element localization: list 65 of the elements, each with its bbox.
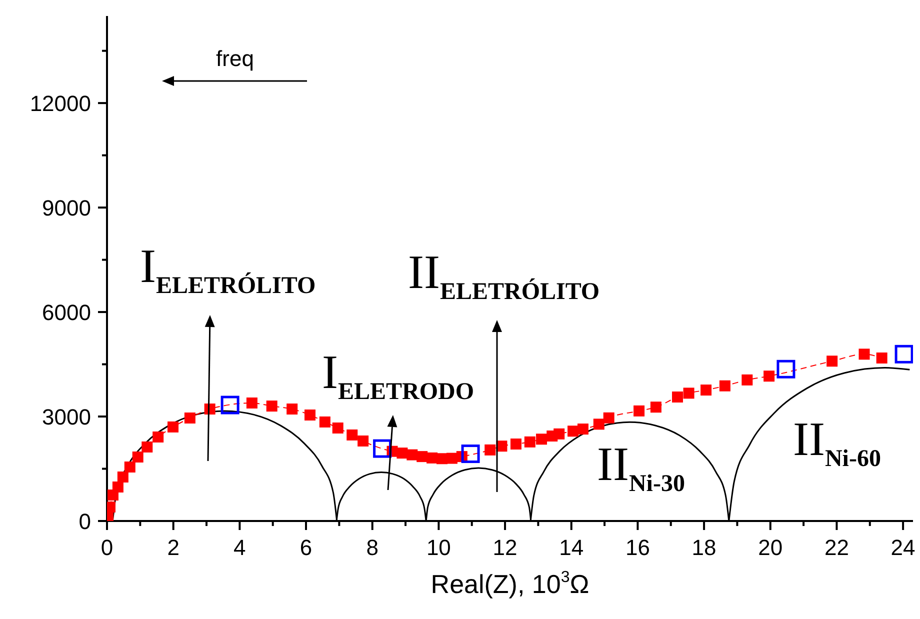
x-tick-label: 6 <box>300 535 312 560</box>
point <box>593 418 604 430</box>
x-tick-label: 12 <box>492 535 518 560</box>
x-tick-label: 2 <box>167 535 180 560</box>
point <box>220 396 240 414</box>
x-tick-label: 20 <box>758 535 783 560</box>
point <box>461 444 480 464</box>
annotation: I$_{ELETRÓLITO}$ <box>140 240 316 299</box>
point <box>124 462 136 473</box>
point <box>346 429 358 440</box>
x-tick-label: 16 <box>625 535 650 560</box>
point <box>168 421 179 432</box>
x-tick-label: 0 <box>100 535 114 560</box>
point <box>142 441 153 452</box>
point <box>112 482 124 493</box>
point <box>246 398 258 409</box>
x-tick-label: 22 <box>824 535 849 560</box>
annotation: I$_{ELETRODO}$ <box>322 346 474 405</box>
x-tick-label: 10 <box>426 535 451 560</box>
point <box>132 452 144 463</box>
point <box>184 412 196 424</box>
point <box>776 360 796 378</box>
x-tick-label: 8 <box>366 535 378 560</box>
point <box>719 380 730 392</box>
point <box>700 384 712 396</box>
y-tick-label: 0 <box>78 509 91 534</box>
point <box>332 422 344 434</box>
annotation: freq <box>216 46 254 71</box>
point <box>742 374 753 386</box>
point <box>577 424 588 435</box>
point <box>683 388 694 399</box>
y-tick-label: 9000 <box>42 196 91 221</box>
x-tick-label: 14 <box>559 535 584 560</box>
point <box>764 370 775 382</box>
x-tick-label: 24 <box>890 535 916 560</box>
point <box>826 356 838 367</box>
point <box>484 444 496 456</box>
point <box>536 434 548 445</box>
point <box>358 436 369 446</box>
point <box>634 405 645 416</box>
y-tick-label: 3000 <box>42 404 91 430</box>
point <box>152 431 164 442</box>
x-tick-label: 18 <box>692 535 716 560</box>
point <box>117 472 128 483</box>
point <box>286 404 298 415</box>
annotation: II$_{Ni-60}$ <box>793 413 881 472</box>
point <box>524 436 536 448</box>
point <box>603 412 614 424</box>
point <box>672 392 683 403</box>
x-tick-label: 4 <box>234 535 246 560</box>
point <box>650 402 662 413</box>
x-axis-title: Real(Z), 10$^{3}$Ω <box>430 568 590 599</box>
point <box>304 410 316 421</box>
y-tick-label: 12000 <box>30 91 91 116</box>
point <box>876 352 888 364</box>
point <box>266 400 278 412</box>
annotation: II$_{Ni-30}$ <box>597 438 685 497</box>
point <box>319 416 330 428</box>
annotation: II$_{ELETRÓLITO}$ <box>408 246 600 305</box>
point <box>894 344 913 364</box>
point <box>858 348 870 360</box>
point <box>568 426 579 437</box>
point <box>554 428 565 440</box>
y-tick-label: 6000 <box>42 300 91 326</box>
point <box>510 438 522 450</box>
